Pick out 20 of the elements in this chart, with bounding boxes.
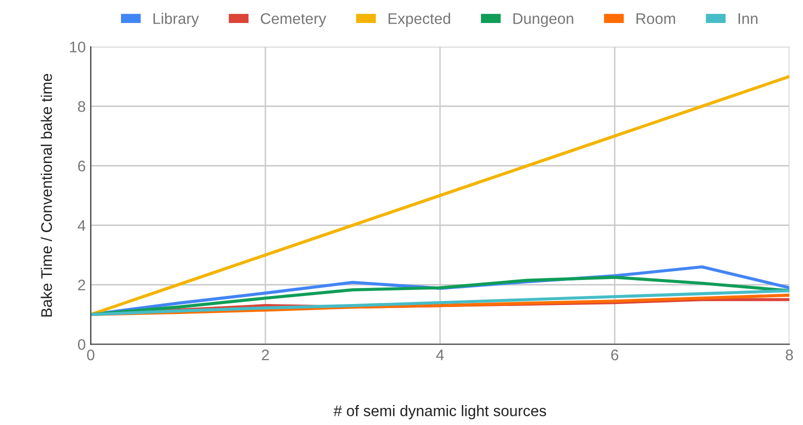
x-axis-title: # of semi dynamic light sources — [334, 405, 546, 420]
legend-label: Cemetery — [260, 13, 326, 28]
y-axis-title: Bake Time / Conventional bake time — [40, 74, 52, 317]
line-series — [90, 289, 790, 316]
y-tick-label: 2 — [78, 280, 86, 290]
legend-label: Room — [636, 13, 676, 24]
x-tick-label: 2 — [262, 350, 269, 360]
x-tick-label: 4 — [436, 350, 444, 360]
legend-label: Library — [153, 12, 199, 28]
y-tick-label: 10 — [70, 42, 86, 52]
legend-label: Expected — [388, 12, 450, 28]
legend-label: Inn — [738, 13, 758, 24]
y-tick-label: 0 — [78, 339, 86, 350]
y-tick-label: 4 — [78, 220, 86, 231]
y-tick-label: 6 — [78, 160, 86, 172]
legend-label: Dungeon — [513, 13, 574, 28]
x-tick-label: 8 — [786, 350, 793, 360]
x-tick-label: 0 — [87, 350, 94, 360]
x-tick-label: 6 — [611, 350, 618, 360]
y-tick-label: 8 — [78, 101, 86, 112]
